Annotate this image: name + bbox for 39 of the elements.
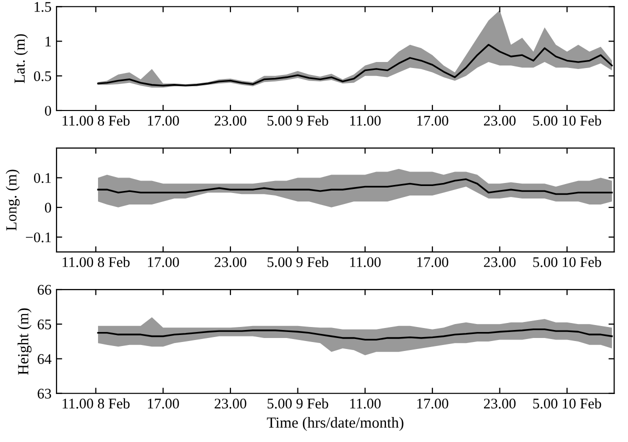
x-tick-label: 11.00 8 Feb	[62, 398, 130, 409]
y-axis-title: Height (m)	[18, 308, 32, 375]
x-tick-label: 11.00 8 Feb	[62, 115, 130, 126]
x-tick-label: 17.00	[417, 398, 448, 409]
x-tick-label: 11.00 8 Feb	[62, 256, 130, 268]
y-tick-label: 1	[46, 36, 51, 46]
x-tick-label: 17.00	[417, 116, 448, 126]
y-tick-label: 63	[38, 388, 52, 399]
x-tick-label: 5.00 9 Feb	[268, 115, 328, 126]
x-tick-label: 11.00	[350, 398, 381, 409]
y-tick-label: 0.5	[34, 71, 52, 82]
y-tick-label: −0.1	[26, 232, 51, 242]
x-tick-label: 23.00	[484, 116, 516, 126]
x-tick-label: 5.00 9 Feb	[268, 256, 328, 268]
x-tick-label: 17.00	[148, 398, 179, 409]
x-tick-label: 23.00	[214, 398, 246, 409]
y-axis-title: Lat. (m)	[14, 34, 28, 84]
x-tick-label: 5.00 10 Feb	[533, 115, 602, 126]
y-tick-label: 0.1	[34, 173, 51, 184]
x-tick-label: 11.00	[350, 257, 381, 268]
x-tick-label: 11.00	[350, 116, 381, 126]
x-tick-label: 17.00	[148, 116, 179, 126]
x-tick-label: 5.00 10 Feb	[533, 256, 602, 268]
y-tick-label: 66	[38, 284, 52, 295]
x-axis-title: Time (hrs/date/month)	[266, 417, 404, 431]
x-tick-label: 5.00 10 Feb	[533, 398, 602, 409]
y-tick-label: 0	[44, 202, 52, 213]
x-tick-label: 23.00	[214, 116, 246, 126]
y-axis-title: Long. (m)	[6, 170, 20, 231]
y-tick-label: 0	[44, 106, 52, 116]
x-tick-label: 23.00	[214, 257, 246, 268]
y-tick-label: 65	[38, 320, 52, 330]
x-tick-label: 17.00	[148, 257, 179, 268]
y-tick-label: 1.5	[34, 2, 52, 12]
x-tick-label: 17.00	[417, 257, 448, 268]
x-tick-label: 23.00	[484, 398, 516, 409]
x-tick-label: 5.00 9 Feb	[268, 398, 328, 409]
y-tick-label: 64	[38, 354, 52, 364]
x-tick-label: 23.00	[484, 257, 516, 268]
